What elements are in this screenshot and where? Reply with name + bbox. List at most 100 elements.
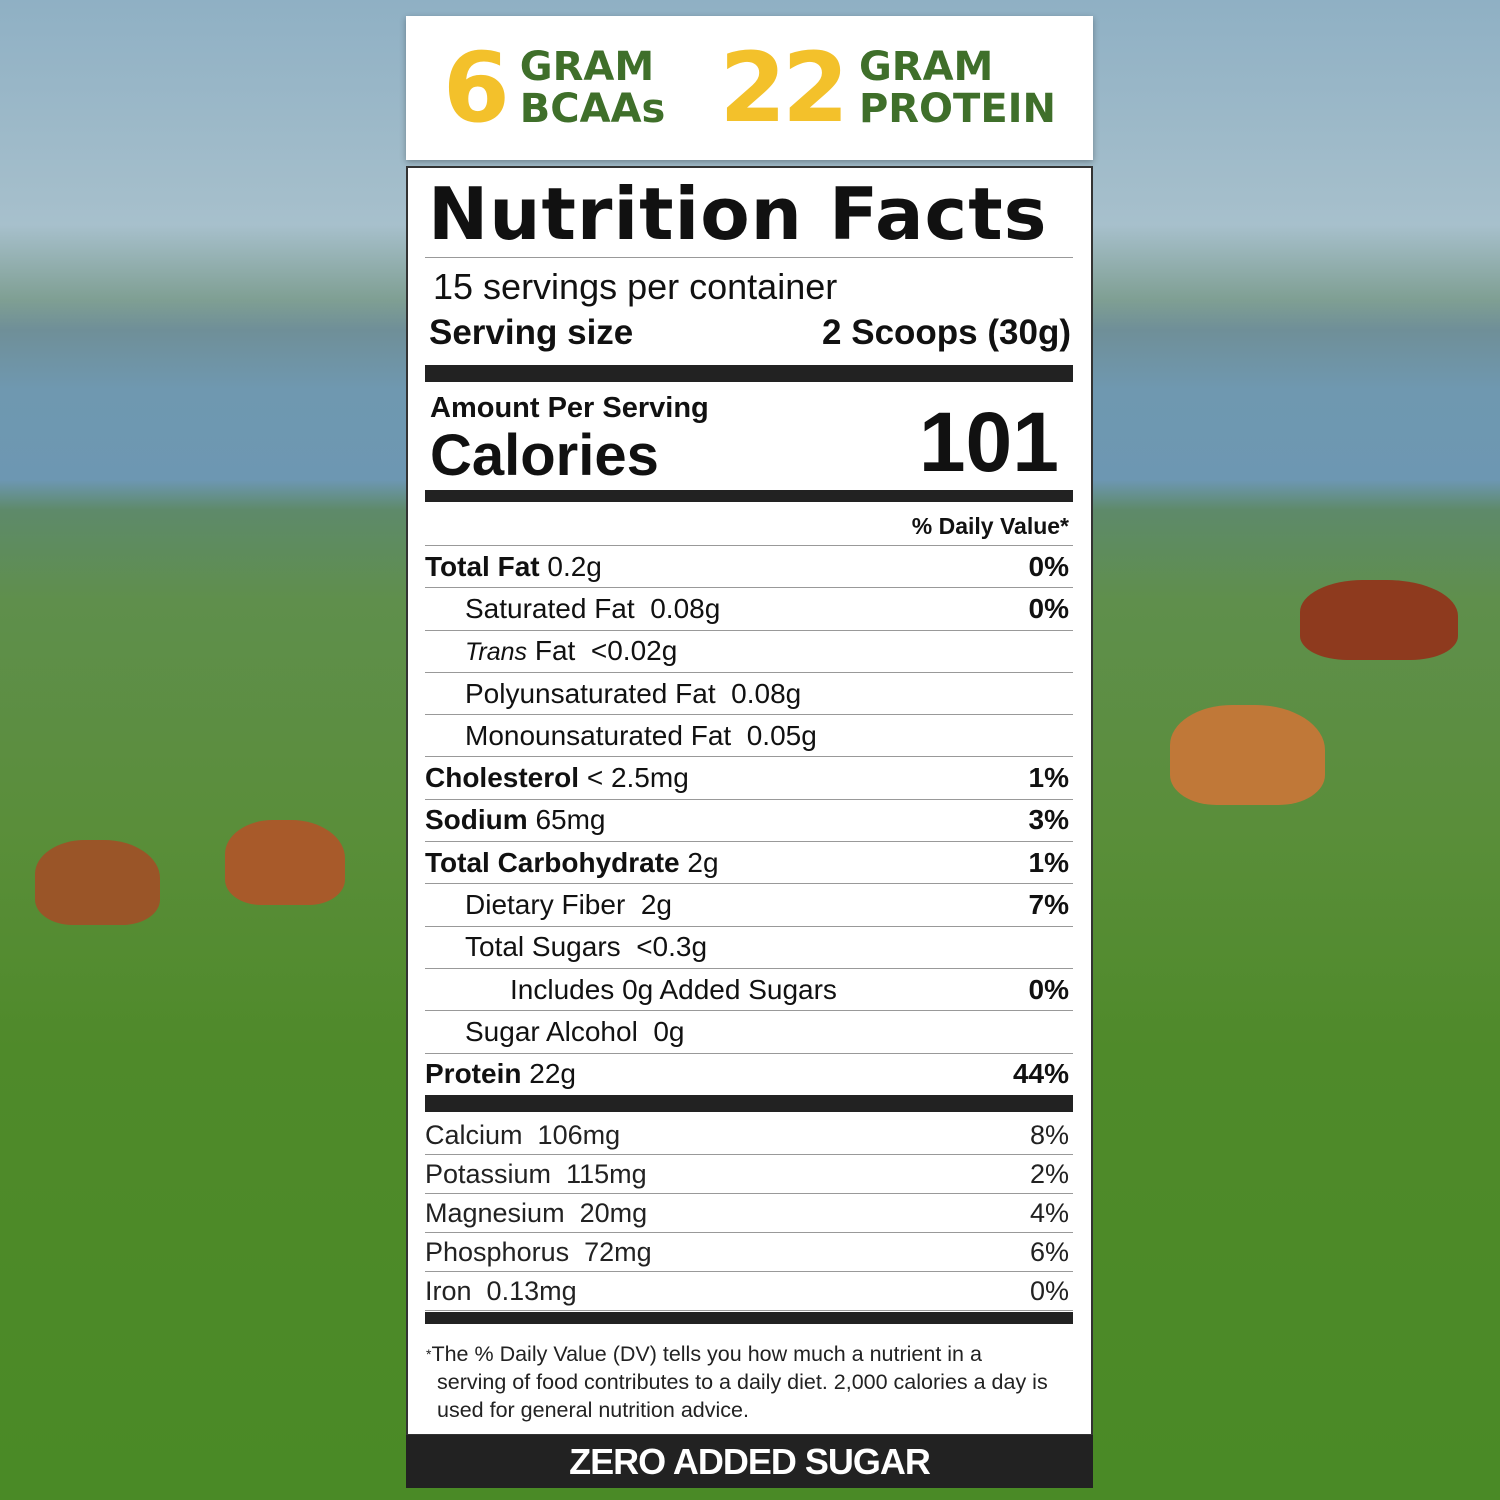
nutrient-label-suffix: Fat — [534, 635, 576, 667]
nutrient-label: Total Carbohydrate — [425, 846, 680, 878]
nutrient-amount: < 2.5mg — [586, 762, 689, 794]
nutrient-label: Monounsaturated Fat — [465, 719, 732, 751]
nutrient-name: Sugar Alcohol 0g — [425, 1016, 685, 1048]
bcaa-label: GRAM BCAAs — [520, 46, 666, 130]
nutrient-row: Polyunsaturated Fat 0.08g — [425, 673, 1073, 716]
mineral-row: Magnesium 20mg 4% — [425, 1194, 1073, 1233]
nutrient-label: Sugar Alcohol — [465, 1015, 638, 1047]
cow-image — [1300, 580, 1458, 660]
nutrient-name: Total Carbohydrate 2g — [425, 847, 719, 879]
protein-number: 22 — [719, 32, 849, 144]
nutrient-row: Cholesterol < 2.5mg 1% — [425, 757, 1073, 800]
nutrient-name: Total Fat 0.2g — [425, 551, 602, 583]
banner: 6 GRAM BCAAs 22 GRAM PROTEIN — [406, 16, 1093, 160]
protein-label-line1: GRAM — [858, 44, 994, 90]
mineral-daily-value: 6% — [1029, 1236, 1069, 1267]
nutrient-row: Total Sugars <0.3g — [425, 927, 1073, 969]
nutrient-name: Total Sugars <0.3g — [425, 931, 707, 963]
nutrient-daily-value: 0% — [1028, 592, 1069, 624]
nutrient-label: Total Fat — [425, 550, 540, 582]
servings-per-container: 15 servings per container — [433, 266, 838, 307]
nutrient-daily-value: 1% — [1028, 846, 1069, 878]
mineral-amount: 20mg — [579, 1197, 648, 1228]
thick-divider — [425, 1095, 1073, 1112]
nutrient-name: Trans Fat <0.02g — [425, 635, 677, 667]
nutrient-row: Monounsaturated Fat 0.05g — [425, 715, 1073, 758]
nutrient-daily-value: 7% — [1028, 889, 1069, 921]
nutrient-name: Monounsaturated Fat 0.05g — [425, 720, 817, 752]
nutrient-daily-value: 3% — [1028, 804, 1069, 836]
mineral-name: Phosphorus 72mg — [425, 1237, 652, 1268]
cow-image — [225, 820, 345, 905]
nutrient-name: Saturated Fat 0.08g — [425, 593, 720, 625]
nutrient-amount: 0.05g — [746, 719, 817, 751]
mineral-amount: 72mg — [584, 1236, 652, 1267]
nutrient-row: Sodium 65mg 3% — [425, 800, 1073, 843]
nutrient-row: Dietary Fiber 2g 7% — [425, 884, 1073, 927]
mineral-label: Iron — [425, 1275, 472, 1306]
nutrient-amount: 0g — [653, 1015, 685, 1047]
nutrient-row: Includes 0g Added Sugars 0% — [425, 969, 1073, 1012]
nutrient-label: Protein — [425, 1058, 522, 1090]
footnote: *The % Daily Value (DV) tells you how mu… — [426, 1340, 1056, 1424]
nutrient-amount: 22g — [529, 1058, 576, 1090]
nutrient-amount: 0.2g — [547, 550, 602, 582]
calories-value: 101 — [918, 395, 1059, 489]
protein-label-line2: PROTEIN — [858, 86, 1057, 132]
mineral-row: Calcium 106mg 8% — [425, 1116, 1073, 1155]
footnote-text: The % Daily Value (DV) tells you how muc… — [431, 1342, 1048, 1422]
thick-divider — [425, 365, 1073, 382]
thick-divider — [425, 490, 1073, 502]
nutrient-row: Sugar Alcohol 0g — [425, 1011, 1073, 1054]
protein-label: GRAM PROTEIN — [859, 46, 1056, 130]
nutrient-row: Total Fat 0.2g 0% — [425, 546, 1073, 589]
nutrient-amount: 2g — [687, 846, 719, 878]
nutrient-row: Trans Fat <0.02g — [425, 631, 1073, 673]
label-title: Nutrition Facts — [428, 172, 1048, 256]
bcaa-label-line2: BCAAs — [519, 86, 666, 132]
nutrient-label: Total Sugars — [465, 931, 621, 963]
nutrient-label: Includes 0g Added Sugars — [510, 973, 837, 1005]
mineral-daily-value: 4% — [1029, 1197, 1069, 1228]
nutrient-daily-value: 44% — [1012, 1058, 1069, 1090]
mineral-amount: 0.13mg — [486, 1275, 577, 1306]
divider — [425, 257, 1073, 258]
nutrient-amount: 0.08g — [731, 677, 802, 709]
nutrient-name: Protein 22g — [425, 1058, 576, 1090]
nutrient-amount: 0.08g — [650, 592, 721, 624]
mineral-daily-value: 8% — [1029, 1119, 1069, 1150]
mineral-name: Magnesium 20mg — [425, 1198, 647, 1229]
nutrient-label: Trans — [465, 638, 528, 667]
mineral-row: Iron 0.13mg 0% — [425, 1272, 1073, 1311]
divider — [425, 545, 1073, 546]
nutrient-amount: <0.3g — [636, 931, 708, 963]
nutrient-daily-value: 1% — [1028, 762, 1069, 794]
mineral-label: Potassium — [425, 1158, 552, 1189]
nutrient-name: Sodium 65mg — [425, 804, 606, 836]
nutrient-label: Sodium — [425, 804, 528, 836]
calories-label: Calories — [430, 423, 659, 488]
serving-size-value: 2 Scoops (30g) — [822, 313, 1071, 352]
cow-image — [1170, 705, 1325, 805]
bcaa-number: 6 — [442, 32, 510, 144]
nutrient-name: Cholesterol < 2.5mg — [425, 762, 689, 794]
nutrient-name: Dietary Fiber 2g — [425, 889, 672, 921]
nutrition-facts-label: Nutrition Facts 15 servings per containe… — [406, 166, 1093, 1436]
mineral-list: Calcium 106mg 8% Potassium 115mg 2% Magnesiu… — [425, 1116, 1073, 1311]
mineral-label: Calcium — [425, 1119, 523, 1150]
nutrient-amount: <0.02g — [590, 635, 678, 667]
nutrient-list: Total Fat 0.2g 0% Saturated Fat 0.08g 0% Tra… — [425, 546, 1073, 1096]
mineral-name: Calcium 106mg — [425, 1120, 620, 1151]
mineral-label: Phosphorus — [425, 1236, 570, 1267]
mineral-row: Phosphorus 72mg 6% — [425, 1233, 1073, 1272]
thick-divider — [425, 1312, 1073, 1324]
mineral-name: Iron 0.13mg — [425, 1276, 577, 1307]
mineral-name: Potassium 115mg — [425, 1159, 647, 1190]
mineral-label: Magnesium — [425, 1197, 565, 1228]
mineral-daily-value: 2% — [1029, 1158, 1069, 1189]
nutrient-label: Dietary Fiber — [465, 889, 626, 921]
nutrient-label: Cholesterol — [425, 762, 580, 794]
daily-value-header: % Daily Value* — [911, 513, 1069, 539]
nutrient-daily-value: 0% — [1028, 973, 1069, 1005]
nutrient-row: Saturated Fat 0.08g 0% — [425, 588, 1073, 631]
